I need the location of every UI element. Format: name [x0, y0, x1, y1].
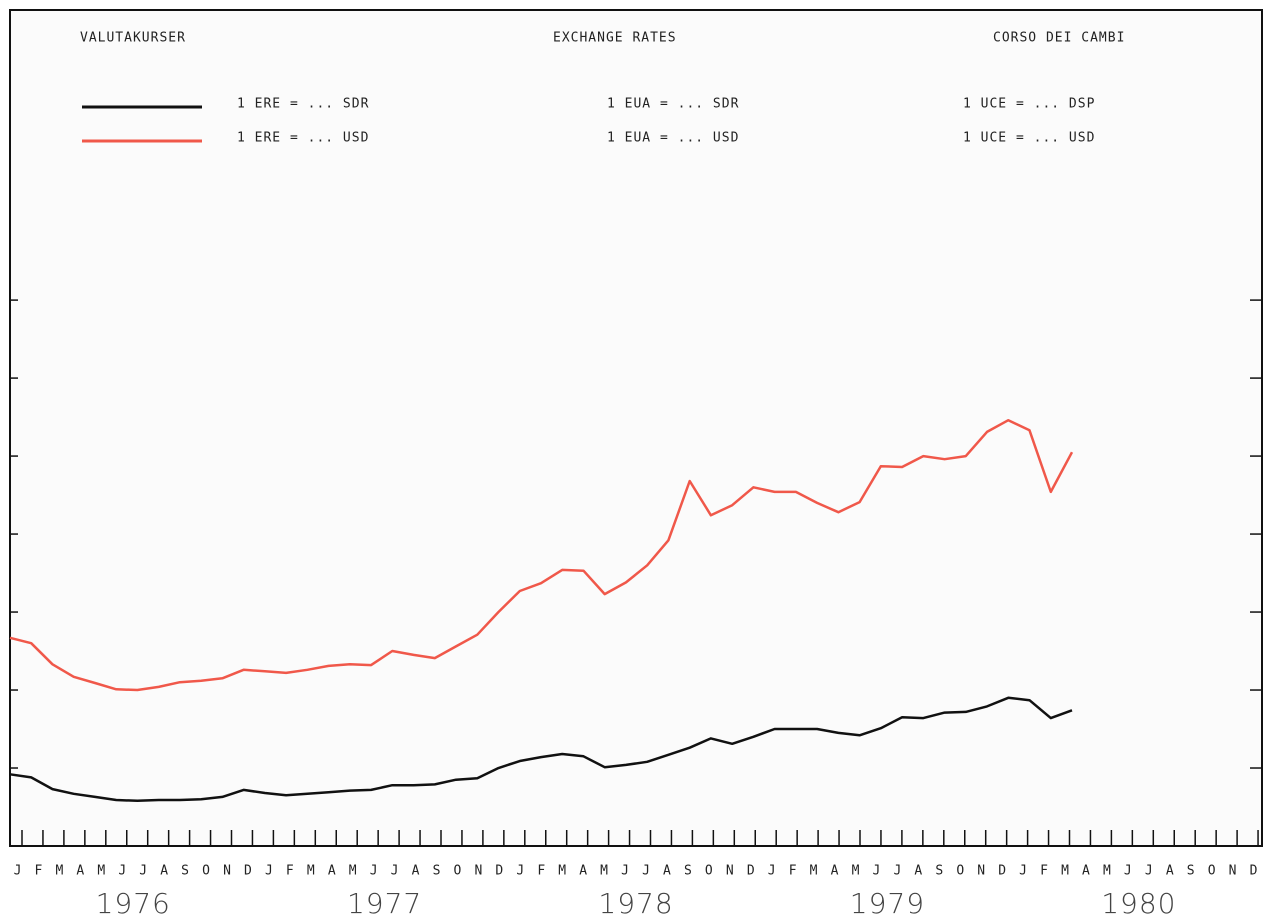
- x-tick-label: A: [1082, 864, 1091, 879]
- x-tick-label: J: [391, 864, 400, 879]
- x-tick-label: J: [621, 864, 630, 879]
- x-tick-label: N: [726, 864, 735, 879]
- x-tick-label: J: [642, 864, 651, 879]
- x-tick-label: J: [873, 864, 882, 879]
- x-tick-label: M: [55, 864, 64, 879]
- x-tick-label: J: [265, 864, 274, 879]
- x-tick-label: M: [349, 864, 358, 879]
- x-tick-label: A: [914, 864, 923, 879]
- legend-label: 1 EUA = ... USD: [607, 131, 739, 146]
- x-tick-label: J: [516, 864, 525, 879]
- x-tick-label: A: [76, 864, 85, 879]
- x-tick-label: A: [579, 864, 588, 879]
- x-tick-label: A: [160, 864, 169, 879]
- x-tick-label: O: [202, 864, 211, 879]
- x-tick-label: S: [433, 864, 442, 879]
- x-tick-label: D: [747, 864, 756, 879]
- x-tick-label: A: [831, 864, 840, 879]
- x-tick-label: J: [118, 864, 127, 879]
- legend-label: 1 ERE = ... SDR: [237, 97, 369, 112]
- x-tick-label: S: [935, 864, 944, 879]
- x-tick-label: O: [956, 864, 965, 879]
- legend-heading: CORSO DEI CAMBI: [993, 31, 1125, 46]
- x-tick-label: A: [412, 864, 421, 879]
- x-tick-label: J: [1019, 864, 1028, 879]
- year-label: 1978: [598, 887, 673, 919]
- year-label: 1977: [347, 887, 422, 919]
- x-tick-label: O: [705, 864, 714, 879]
- x-tick-label: J: [893, 864, 902, 879]
- x-tick-label: F: [286, 864, 295, 879]
- plot-frame: [9, 9, 1263, 847]
- x-tick-label: D: [244, 864, 253, 879]
- x-tick-label: O: [454, 864, 463, 879]
- series-line: [9, 418, 1074, 692]
- year-label: 1980: [1101, 887, 1176, 919]
- year-label: 1979: [850, 887, 925, 919]
- legend-heading: VALUTAKURSER: [80, 31, 186, 46]
- x-tick-label: N: [474, 864, 483, 879]
- x-tick-label: J: [14, 864, 23, 879]
- x-tick-label: A: [1166, 864, 1175, 879]
- x-tick-label: S: [684, 864, 693, 879]
- x-tick-label: M: [852, 864, 861, 879]
- x-tick-label: J: [768, 864, 777, 879]
- x-tick-label: A: [663, 864, 672, 879]
- x-tick-label: M: [307, 864, 316, 879]
- legend-label: 1 UCE = ... USD: [963, 131, 1095, 146]
- x-tick-label: M: [97, 864, 106, 879]
- x-tick-label: M: [1061, 864, 1070, 879]
- x-tick-label: A: [328, 864, 337, 879]
- x-tick-label: N: [1229, 864, 1238, 879]
- x-tick-label: O: [1208, 864, 1217, 879]
- x-tick-label: M: [1103, 864, 1112, 879]
- year-label: 1976: [96, 887, 171, 919]
- series-line: [9, 696, 1073, 803]
- legend-label: 1 ERE = ... USD: [237, 131, 369, 146]
- x-tick-label: J: [139, 864, 148, 879]
- legend-heading: EXCHANGE RATES: [553, 31, 677, 46]
- x-tick-label: S: [181, 864, 190, 879]
- x-tick-label: M: [558, 864, 567, 879]
- legend-label: 1 EUA = ... SDR: [607, 97, 739, 112]
- x-tick-label: F: [789, 864, 798, 879]
- x-tick-label: J: [1124, 864, 1133, 879]
- x-tick-label: N: [223, 864, 232, 879]
- x-tick-label: F: [1040, 864, 1049, 879]
- x-tick-label: M: [600, 864, 609, 879]
- x-tick-label: D: [495, 864, 504, 879]
- x-tick-label: S: [1187, 864, 1196, 879]
- x-tick-label: D: [1250, 864, 1259, 879]
- x-tick-label: D: [998, 864, 1007, 879]
- x-tick-label: F: [35, 864, 44, 879]
- x-tick-label: J: [1145, 864, 1154, 879]
- legend-label: 1 UCE = ... DSP: [963, 97, 1095, 112]
- x-tick-label: J: [370, 864, 379, 879]
- x-tick-label: N: [977, 864, 986, 879]
- x-tick-label: F: [537, 864, 546, 879]
- x-tick-label: M: [810, 864, 819, 879]
